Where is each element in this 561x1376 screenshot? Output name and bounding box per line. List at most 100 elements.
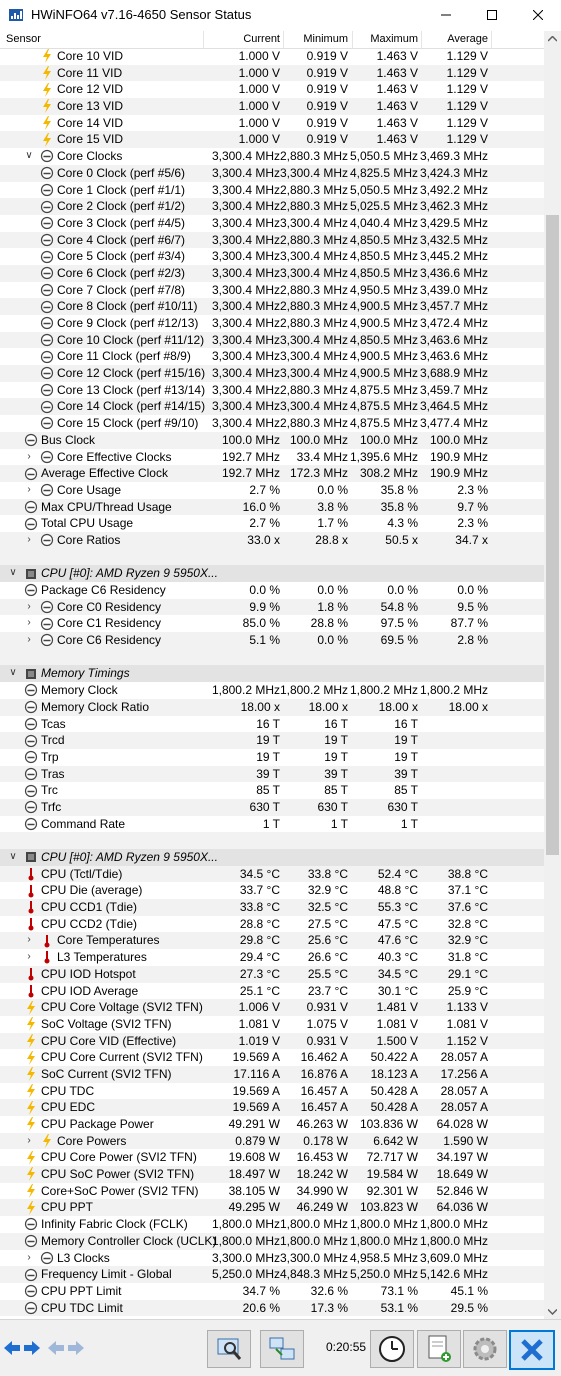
collapse-chevron-icon[interactable]: ∨ bbox=[25, 150, 33, 162]
header-maximum[interactable]: Maximum bbox=[370, 33, 418, 45]
sensor-row[interactable]: Core 11 Clock (perf #8/9) 3,300.4 MHz 3,30… bbox=[0, 348, 544, 365]
sensor-row[interactable]: Max CPU/Thread Usage 16.0 % 3.8 % 35.8 % 9.7… bbox=[0, 498, 544, 516]
expand-chevron-icon[interactable]: › bbox=[27, 634, 31, 646]
sensor-row[interactable]: CPU CCD1 (Tdie) 33.8 °C 32.5 °C 55.3 °C 37.6… bbox=[0, 899, 544, 916]
sensor-row[interactable]: › L3 Clocks 3,300.0 MHz 3,300.0 MHz 4,958.5 … bbox=[0, 1250, 544, 1267]
sensor-row[interactable]: Average Effective Clock 192.7 MHz 172.3 MH… bbox=[0, 465, 544, 482]
sensor-row[interactable]: CPU Package Power 49.291 W 46.263 W 103.836… bbox=[0, 1116, 544, 1133]
sensor-row[interactable]: › Core Usage 2.7 % 0.0 % 35.8 % 2.3 % bbox=[0, 482, 544, 499]
sensor-row[interactable]: Trfc 630 T 630 T 630 T bbox=[0, 798, 544, 816]
sensor-row[interactable]: CPU TDC 19.569 A 16.457 A 50.428 A 28.057 A bbox=[0, 1083, 544, 1100]
collapse-chevron-icon[interactable]: ∨ bbox=[9, 667, 17, 679]
expand-chevron-icon[interactable]: › bbox=[27, 617, 31, 629]
sensor-row[interactable]: Core 15 VID 1.000 V 0.919 V 1.463 V 1.129 V bbox=[0, 131, 544, 149]
sensor-row[interactable]: Core 11 VID 1.000 V 0.919 V 1.463 V 1.129 V bbox=[0, 64, 544, 82]
sensor-row[interactable]: › Core Powers 0.879 W 0.178 W 6.642 W 1.590 W bbox=[0, 1132, 544, 1150]
expand-chevron-icon[interactable]: › bbox=[27, 1134, 31, 1146]
sensor-row[interactable]: CPU CCD2 (Tdie) 28.8 °C 27.5 °C 47.5 °C 32.8… bbox=[0, 916, 544, 933]
sensor-row[interactable]: CPU Core Current (SVI2 TFN) 19.569 A 16.46… bbox=[0, 1049, 544, 1066]
sensor-row[interactable]: SoC Current (SVI2 TFN) 17.116 A 16.876 A 18… bbox=[0, 1065, 544, 1083]
sensor-row[interactable]: Core 14 Clock (perf #14/15) 3,300.4 MHz 3,… bbox=[0, 398, 544, 416]
report-button[interactable] bbox=[207, 1330, 251, 1368]
expand-chevron-icon[interactable]: › bbox=[27, 1251, 31, 1263]
sensor-row[interactable]: › Core C0 Residency 9.9 % 1.8 % 54.8 % 9.5 % bbox=[0, 598, 544, 616]
sensor-row[interactable]: › Core C6 Residency 5.1 % 0.0 % 69.5 % 2.8 % bbox=[0, 632, 544, 649]
sensor-row[interactable]: Core 10 Clock (perf #11/12) 3,300.4 MHz 3,… bbox=[0, 331, 544, 349]
sensor-row[interactable]: Core 6 Clock (perf #2/3) 3,300.4 MHz 3,300… bbox=[0, 264, 544, 282]
sensor-row[interactable]: › Core Ratios 33.0 x 28.8 x 50.5 x 34.7 x bbox=[0, 531, 544, 549]
sensor-group-row[interactable]: ∨ CPU [#0]: AMD Ryzen 9 5950X... bbox=[0, 849, 544, 866]
exit-button[interactable] bbox=[509, 1330, 555, 1370]
header-current[interactable]: Current bbox=[243, 33, 280, 45]
clock-button[interactable] bbox=[370, 1330, 414, 1368]
sensor-row[interactable]: › Core C1 Residency 85.0 % 28.8 % 97.5 % 87.7… bbox=[0, 615, 544, 632]
header-average[interactable]: Average bbox=[447, 33, 488, 45]
sensor-row[interactable]: Trp 19 T 19 T 19 T bbox=[0, 749, 544, 766]
network-button[interactable] bbox=[260, 1330, 304, 1368]
sensor-row[interactable]: Trcd 19 T 19 T 19 T bbox=[0, 732, 544, 749]
sensor-row[interactable]: Core 12 VID 1.000 V 0.919 V 1.463 V 1.129 V bbox=[0, 81, 544, 98]
sensor-row[interactable]: Core 5 Clock (perf #3/4) 3,300.4 MHz 3,300… bbox=[0, 248, 544, 265]
sensor-row[interactable]: Core 9 Clock (perf #12/13) 3,300.4 MHz 2,8… bbox=[0, 315, 544, 332]
minimize-button[interactable] bbox=[423, 0, 469, 30]
header-sensor[interactable]: Sensor bbox=[6, 33, 41, 45]
sensor-row[interactable]: Core 10 VID 1.000 V 0.919 V 1.463 V 1.129 V bbox=[0, 48, 544, 65]
sensor-row[interactable]: Core+SoC Power (SVI2 TFN) 38.105 W 34.990 … bbox=[0, 1183, 544, 1200]
sensor-row[interactable]: Tras 39 T 39 T 39 T bbox=[0, 765, 544, 783]
expand-chevron-icon[interactable]: › bbox=[27, 951, 31, 963]
maximize-button[interactable] bbox=[469, 0, 515, 30]
sensor-row[interactable]: Core 15 Clock (perf #9/10) 3,300.4 MHz 2,8… bbox=[0, 415, 544, 432]
expand-chevron-icon[interactable]: › bbox=[27, 450, 31, 462]
expand-chevron-icon[interactable]: › bbox=[27, 934, 31, 946]
sensor-row[interactable]: Total CPU Usage 2.7 % 1.7 % 4.3 % 2.3 % bbox=[0, 515, 544, 532]
sensor-row[interactable]: Trc 85 T 85 T 85 T bbox=[0, 782, 544, 799]
sensor-row[interactable]: Core 7 Clock (perf #7/8) 3,300.4 MHz 2,880… bbox=[0, 282, 544, 299]
sensor-row[interactable]: Core 2 Clock (perf #1/2) 3,300.4 MHz 2,880… bbox=[0, 198, 544, 215]
expand-chevron-icon[interactable]: › bbox=[27, 600, 31, 612]
sensor-row[interactable]: CPU Core VID (Effective) 1.019 V 0.931 V 1.… bbox=[0, 1032, 544, 1050]
sensor-row[interactable]: CPU PPT Limit 34.7 % 32.6 % 73.1 % 45.1 % bbox=[0, 1283, 544, 1300]
scroll-thumb[interactable] bbox=[546, 215, 559, 855]
sensor-row[interactable]: CPU Die (average) 33.7 °C 32.9 °C 48.8 °C 37… bbox=[0, 882, 544, 899]
collapse-chevron-icon[interactable]: ∨ bbox=[9, 567, 17, 579]
sensor-row[interactable]: Tcas 16 T 16 T 16 T bbox=[0, 716, 544, 733]
sensor-group-row[interactable]: ∨ CPU [#0]: AMD Ryzen 9 5950X... bbox=[0, 565, 544, 582]
sensor-row[interactable]: CPU Core Voltage (SVI2 TFN) 1.006 V 0.931 … bbox=[0, 999, 544, 1016]
sensor-row[interactable]: Core 4 Clock (perf #6/7) 3,300.4 MHz 2,880… bbox=[0, 231, 544, 249]
sensor-row[interactable]: › Core Effective Clocks 192.7 MHz 33.4 MHz 1… bbox=[0, 449, 544, 466]
sensor-row[interactable]: SoC Voltage (SVI2 TFN) 1.081 V 1.075 V 1.08… bbox=[0, 1016, 544, 1033]
sensor-row[interactable]: CPU SoC Power (SVI2 TFN) 18.497 W 18.242 W… bbox=[0, 1166, 544, 1183]
sensor-row[interactable]: CPU IOD Average 25.1 °C 23.7 °C 30.1 °C 25.9… bbox=[0, 983, 544, 1000]
sensor-row[interactable]: › Core Temperatures 29.8 °C 25.6 °C 47.6 °C 3… bbox=[0, 932, 544, 950]
sensor-row[interactable]: Core 12 Clock (perf #15/16) 3,300.4 MHz 3,… bbox=[0, 365, 544, 382]
sensor-row[interactable]: Frequency Limit - Global 5,250.0 MHz 4,848… bbox=[0, 1266, 544, 1283]
sensor-row[interactable]: CPU TDC Limit 20.6 % 17.3 % 53.1 % 29.5 % bbox=[0, 1299, 544, 1317]
sensor-row[interactable]: Core 13 Clock (perf #13/14) 3,300.4 MHz 2,… bbox=[0, 382, 544, 399]
navigate-group-button[interactable] bbox=[48, 1338, 84, 1358]
sensor-row[interactable]: CPU (Tctl/Tdie) 34.5 °C 33.8 °C 52.4 °C 38.8… bbox=[0, 865, 544, 883]
sensor-row[interactable]: CPU EDC 19.569 A 16.457 A 50.428 A 28.057 A bbox=[0, 1099, 544, 1116]
sensor-row[interactable]: Memory Clock 1,800.2 MHz 1,800.2 MHz 1,800.… bbox=[0, 682, 544, 699]
sensor-row[interactable]: Core 3 Clock (perf #4/5) 3,300.4 MHz 3,300… bbox=[0, 215, 544, 232]
sensor-row[interactable]: Core 14 VID 1.000 V 0.919 V 1.463 V 1.129 V bbox=[0, 115, 544, 132]
sensor-row[interactable]: Core 13 VID 1.000 V 0.919 V 1.463 V 1.129 V bbox=[0, 98, 544, 115]
sensor-group-row[interactable]: ∨ Memory Timings bbox=[0, 665, 544, 683]
sensor-row[interactable]: Memory Controller Clock (UCLK) 1,800.0 MH… bbox=[0, 1232, 544, 1250]
close-button[interactable] bbox=[515, 0, 561, 30]
sensor-row[interactable]: Core 0 Clock (perf #5/6) 3,300.4 MHz 3,300… bbox=[0, 164, 544, 182]
expand-chevron-icon[interactable]: › bbox=[27, 533, 31, 545]
sensor-row[interactable]: CPU IOD Hotspot 27.3 °C 25.5 °C 34.5 °C 29.1… bbox=[0, 965, 544, 983]
scroll-down-icon[interactable] bbox=[548, 1309, 557, 1315]
expand-chevron-icon[interactable]: › bbox=[27, 483, 31, 495]
log-button[interactable] bbox=[417, 1330, 461, 1368]
sensor-row[interactable]: Bus Clock 100.0 MHz 100.0 MHz 100.0 MHz 100.… bbox=[0, 431, 544, 449]
sensor-row[interactable]: ∨ Core Clocks 3,300.4 MHz 2,880.3 MHz 5,050.… bbox=[0, 148, 544, 165]
header-minimum[interactable]: Minimum bbox=[303, 33, 348, 45]
collapse-chevron-icon[interactable]: ∨ bbox=[9, 851, 17, 862]
sensor-row[interactable]: Package C6 Residency 0.0 % 0.0 % 0.0 % 0.0 % bbox=[0, 582, 544, 599]
sensor-row[interactable]: › L3 Temperatures 29.4 °C 26.6 °C 40.3 °C 31.… bbox=[0, 949, 544, 966]
navigate-back-forward-button[interactable] bbox=[4, 1338, 40, 1358]
scroll-up-icon[interactable] bbox=[548, 36, 557, 42]
settings-button[interactable] bbox=[463, 1330, 507, 1368]
